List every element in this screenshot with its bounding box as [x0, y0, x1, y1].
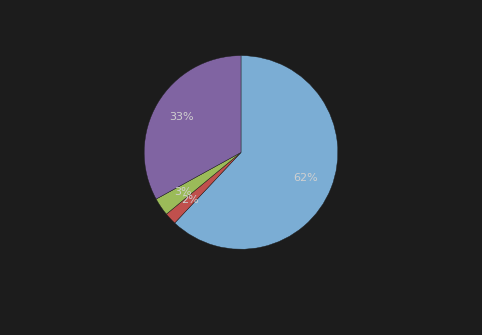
Wedge shape	[175, 56, 338, 249]
Wedge shape	[144, 56, 241, 199]
Wedge shape	[156, 152, 241, 214]
Text: 62%: 62%	[294, 173, 318, 183]
Text: 2%: 2%	[181, 195, 199, 205]
Text: 33%: 33%	[169, 112, 193, 122]
Text: 3%: 3%	[174, 187, 192, 197]
Wedge shape	[166, 152, 241, 223]
